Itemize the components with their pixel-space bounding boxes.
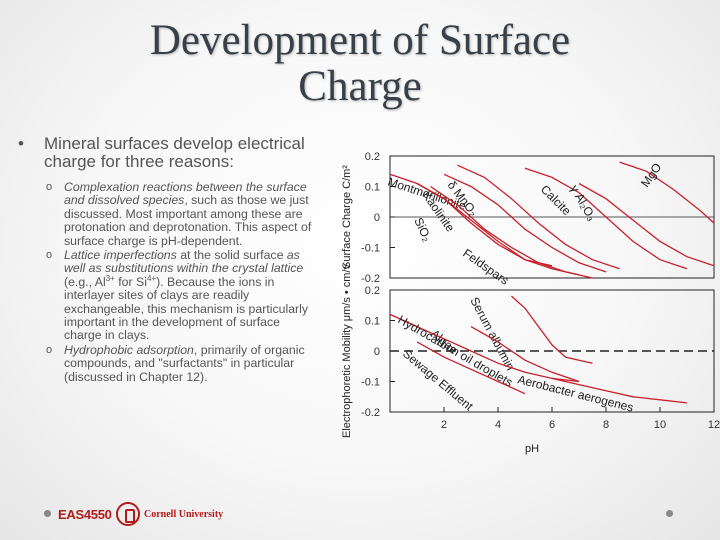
sub-bullet-lattice: o Lattice imperfections at the solid sur… bbox=[46, 248, 318, 343]
series-label: MgO bbox=[638, 160, 664, 189]
y-tick-label: 0.1 bbox=[365, 182, 380, 194]
emphasis-text: Hydrophobic adsorption bbox=[64, 342, 194, 357]
emphasis-text: Complexation reactions between the surfa… bbox=[64, 180, 307, 208]
superscript: 3+ bbox=[105, 273, 115, 283]
superscript: 4+ bbox=[146, 273, 157, 283]
sub-bullet-text: , primarily of organic compounds, and "s… bbox=[64, 342, 305, 384]
y-tick-label: -0.1 bbox=[361, 243, 380, 255]
series-line bbox=[578, 182, 715, 267]
series-line bbox=[389, 313, 580, 383]
x-tick-label: 12 bbox=[708, 419, 720, 431]
main-bullet-text: Mineral surfaces develop electrical char… bbox=[44, 134, 305, 171]
y-tick-label: -0.2 bbox=[361, 407, 380, 419]
series-line bbox=[443, 173, 607, 273]
x-axis-label: pH bbox=[525, 443, 539, 455]
title-line-2: Charge bbox=[298, 63, 422, 110]
bullet-marker: • bbox=[18, 134, 24, 153]
cornell-seal-icon bbox=[116, 502, 140, 526]
series-line bbox=[470, 326, 580, 383]
series-line bbox=[524, 167, 688, 270]
x-tick-label: 10 bbox=[654, 419, 666, 431]
sub-bullet-text: , such as those we just discussed. Most … bbox=[64, 193, 312, 248]
footer-dot-right bbox=[666, 510, 673, 517]
y-tick-label: -0.1 bbox=[361, 377, 380, 389]
y-tick-label: 0 bbox=[374, 346, 380, 358]
sub-bullet-hydrophobic: o Hydrophobic adsorption, primarily of o… bbox=[46, 342, 318, 384]
x-tick-label: 6 bbox=[549, 419, 555, 431]
slide-title: Development of Surface Charge bbox=[60, 18, 660, 110]
series-label: Feldspars bbox=[460, 246, 511, 288]
sub-bullet-complexation: o Complexation reactions between the sur… bbox=[46, 180, 318, 248]
footer-dot-left bbox=[44, 510, 51, 517]
course-logo: EAS4550 bbox=[58, 507, 112, 522]
sub-bullet-text: at the solid surface bbox=[176, 248, 287, 263]
sub-bullet-text: (e.g., Al bbox=[64, 274, 106, 289]
title-line-1: Development of Surface bbox=[149, 17, 571, 64]
emphasis-text: Lattice imperfections bbox=[64, 248, 177, 263]
y-tick-label: 0.1 bbox=[365, 316, 380, 328]
emphasis-text: as well as substitutions within the crys… bbox=[64, 248, 304, 276]
y-tick-label: 0 bbox=[374, 212, 380, 224]
footer: EAS4550 Cornell University bbox=[40, 500, 680, 530]
series-line bbox=[457, 164, 620, 270]
x-tick-label: 8 bbox=[603, 419, 609, 431]
x-tick-label: 2 bbox=[441, 419, 447, 431]
series-label: SiO₂ bbox=[411, 215, 434, 244]
series-line bbox=[511, 295, 593, 364]
sub-bullet-marker: o bbox=[46, 181, 53, 193]
series-line bbox=[619, 161, 715, 224]
y-tick-label: -0.2 bbox=[361, 273, 380, 285]
series-line bbox=[551, 377, 688, 404]
series-line bbox=[430, 185, 593, 279]
university-logo: Cornell University bbox=[144, 509, 224, 520]
sub-bullet-marker: o bbox=[46, 249, 53, 262]
sub-bullet-text: for Si bbox=[114, 274, 147, 289]
main-bullet: • Mineral surfaces develop electrical ch… bbox=[18, 135, 318, 171]
slide-body: • Mineral surfaces develop electrical ch… bbox=[18, 135, 318, 385]
series-line bbox=[416, 182, 580, 276]
y-tick-label: 0.2 bbox=[365, 151, 380, 163]
y-tick-label: 0.2 bbox=[365, 285, 380, 297]
series-line bbox=[416, 341, 526, 395]
x-tick-label: 4 bbox=[495, 419, 501, 431]
y-axis-label: Electrophoretic Mobility μm/s • cm/v bbox=[341, 264, 353, 439]
sub-bullet-list: o Complexation reactions between the sur… bbox=[46, 180, 318, 384]
sub-bullet-text: ). Because the ions in interlayer sites … bbox=[64, 274, 309, 343]
sub-bullet-marker: o bbox=[46, 343, 53, 356]
series-label: Calcite bbox=[538, 182, 574, 218]
y-axis-label: Surface Charge C/m² bbox=[341, 165, 353, 269]
